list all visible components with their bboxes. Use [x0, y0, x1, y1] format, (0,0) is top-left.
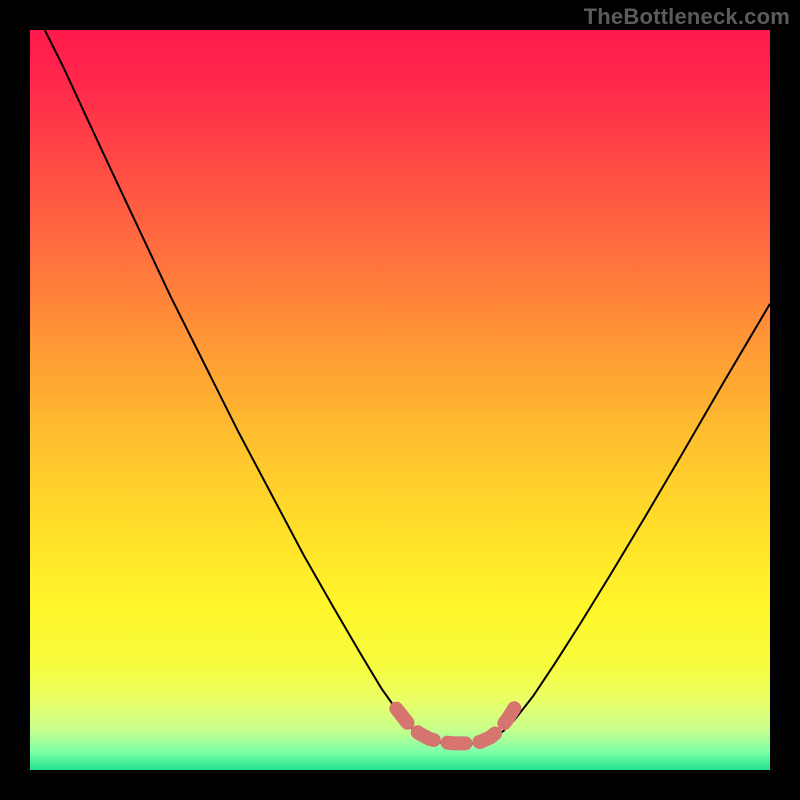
bottleneck-chart [0, 0, 800, 800]
chart-stage: TheBottleneck.com [0, 0, 800, 800]
heat-gradient-area [30, 30, 770, 770]
